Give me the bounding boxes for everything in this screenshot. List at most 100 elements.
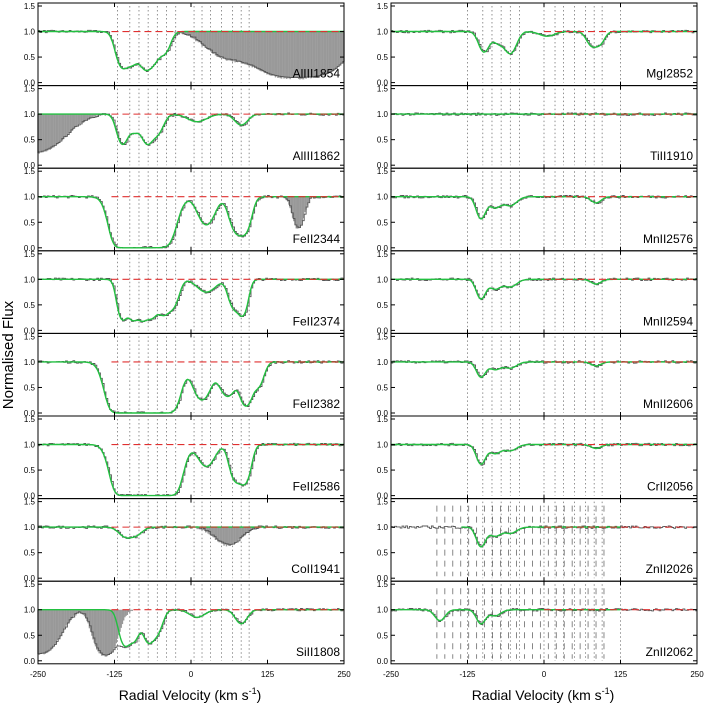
y-tick-label: 0.5 [24, 301, 36, 310]
y-tick-label: 0.5 [377, 53, 389, 62]
y-tick-label: 1.0 [24, 441, 36, 450]
y-tick-label: 1.5 [24, 415, 36, 424]
y-tick-label: 1.0 [24, 110, 36, 119]
y-tick-label: 1.0 [377, 110, 389, 119]
y-tick-label: 1.0 [377, 358, 389, 367]
panel-ZnII2026: 0.0 0.5 1.0 1.5 ZnII2026 [377, 498, 698, 583]
y-tick-label: 1.0 [377, 606, 389, 615]
panel-MgI2852: 0.0 0.5 1.0 1.5 MgI2852 [377, 2, 698, 88]
panel-CrII2056: 0.0 0.5 1.0 1.5 CrII2056 [377, 415, 698, 501]
x-tick-label: 0 [189, 670, 194, 679]
flux-data [391, 277, 697, 301]
ion-label: AlIII1862 [293, 149, 341, 163]
y-tick-label: 1.5 [24, 250, 36, 259]
x-tick-label: 125 [614, 670, 628, 679]
y-tick-label: 1.5 [24, 580, 36, 589]
panel-MnII2576: 0.0 0.5 1.0 1.5 MnII2576 [377, 167, 698, 253]
panel-CoII1941: 0.0 0.5 1.0 1.5 CoII1941 [24, 498, 345, 583]
y-tick-label: 0.0 [24, 492, 36, 501]
x-tick-label: -125 [459, 670, 476, 679]
y-tick-label: 1.5 [377, 332, 389, 341]
ion-label: MnII2606 [643, 397, 693, 411]
x-tick-label: -125 [106, 670, 123, 679]
x-tick-label: 0 [542, 670, 547, 679]
ion-label: CrII2056 [647, 480, 693, 494]
y-tick-label: 0.5 [24, 136, 36, 145]
y-tick-label: 0.0 [377, 657, 389, 666]
panels-group: 0.0 0.5 1.0 1.5 AlIII1854 0.0 0.5 1.0 1.5 AlIII18… [24, 2, 704, 679]
x-tick-label: -250 [383, 670, 400, 679]
ion-label: MnII2594 [643, 314, 693, 328]
y-tick-label: 0.5 [377, 466, 389, 475]
y-tick-label: 0.0 [377, 326, 389, 335]
y-tick-label: 0.5 [377, 549, 389, 558]
y-tick-label: 1.5 [24, 167, 36, 176]
y-tick-label: 1.0 [377, 523, 389, 532]
y-tick-label: 0.0 [24, 326, 36, 335]
panel-MnII2606: 0.0 0.5 1.0 1.5 MnII2606 [377, 332, 698, 418]
y-tick-label: 0.0 [24, 409, 36, 418]
y-tick-label: 1.0 [24, 358, 36, 367]
x-tick-label: 250 [337, 670, 351, 679]
y-tick-label: 1.5 [24, 85, 36, 94]
y-tick-label: 1.5 [24, 332, 36, 341]
y-tick-label: 1.5 [377, 415, 389, 424]
y-tick-label: 0.5 [377, 383, 389, 392]
y-tick-label: 0.0 [377, 574, 389, 583]
y-tick-label: 0.0 [24, 79, 36, 88]
ion-label: FeII2586 [293, 480, 341, 494]
panel-FeII2374: 0.0 0.5 1.0 1.5 FeII2374 [24, 250, 345, 335]
y-tick-label: 1.5 [24, 498, 36, 507]
y-tick-label: 1.0 [377, 28, 389, 37]
ion-label: CoII1941 [291, 562, 340, 576]
panel-ZnII2062: 0.0 0.5 1.0 1.5 ZnII2062 [377, 580, 698, 666]
y-tick-label: 0.5 [377, 218, 389, 227]
y-tick-label: 1.0 [377, 441, 389, 450]
y-tick-label: 0.0 [377, 409, 389, 418]
model-fit [38, 526, 344, 539]
ion-label: FeII2382 [293, 397, 341, 411]
y-tick-label: 1.5 [377, 167, 389, 176]
y-axis-label: Normalised Flux [0, 300, 17, 409]
ion-label: ZnII2062 [646, 645, 694, 659]
y-tick-label: 1.5 [377, 250, 389, 259]
ion-label: AlIII1854 [293, 67, 341, 81]
y-tick-label: 0.0 [377, 492, 389, 501]
panel-TiII1910: 0.0 0.5 1.0 1.5 TiII1910 [377, 85, 698, 170]
y-tick-label: 0.5 [24, 383, 36, 392]
y-tick-label: 0.5 [24, 549, 36, 558]
y-tick-label: 0.0 [377, 161, 389, 170]
y-tick-label: 1.0 [24, 275, 36, 284]
ion-label: MnII2576 [643, 232, 693, 246]
panel-FeII2344: 0.0 0.5 1.0 1.5 FeII2344 [24, 167, 345, 253]
flux-data [38, 29, 344, 79]
y-tick-label: 0.5 [24, 466, 36, 475]
y-tick-label: 1.0 [24, 28, 36, 37]
panel-AlIII1854: 0.0 0.5 1.0 1.5 AlIII1854 [24, 2, 345, 88]
y-tick-label: 1.5 [377, 580, 389, 589]
y-tick-label: 1.5 [24, 2, 36, 11]
ion-label: FeII2344 [293, 232, 341, 246]
panel-SiII1808: 0.0 0.5 1.0 1.5 SiII1808 [24, 580, 345, 666]
y-tick-label: 1.5 [377, 2, 389, 11]
y-tick-label: 0.0 [24, 161, 36, 170]
y-tick-label: 0.0 [24, 574, 36, 583]
y-tick-label: 0.0 [24, 244, 36, 253]
flux-data [38, 608, 344, 656]
y-tick-label: 1.0 [377, 193, 389, 202]
panel-MnII2594: 0.0 0.5 1.0 1.5 MnII2594 [377, 250, 698, 335]
y-tick-label: 1.5 [377, 85, 389, 94]
y-tick-label: 1.5 [377, 498, 389, 507]
x-tick-label: 250 [690, 670, 704, 679]
x-axis-label-right: Radial Velocity (km s-1) [472, 686, 615, 703]
y-tick-label: 0.0 [24, 657, 36, 666]
x-axis-label-left: Radial Velocity (km s-1) [119, 686, 262, 703]
y-tick-label: 0.0 [377, 244, 389, 253]
y-tick-label: 1.0 [24, 606, 36, 615]
ion-label: TiII1910 [650, 149, 693, 163]
y-tick-label: 0.0 [377, 79, 389, 88]
model-fit [391, 609, 621, 625]
model-fit [461, 526, 621, 548]
y-tick-label: 1.0 [377, 275, 389, 284]
